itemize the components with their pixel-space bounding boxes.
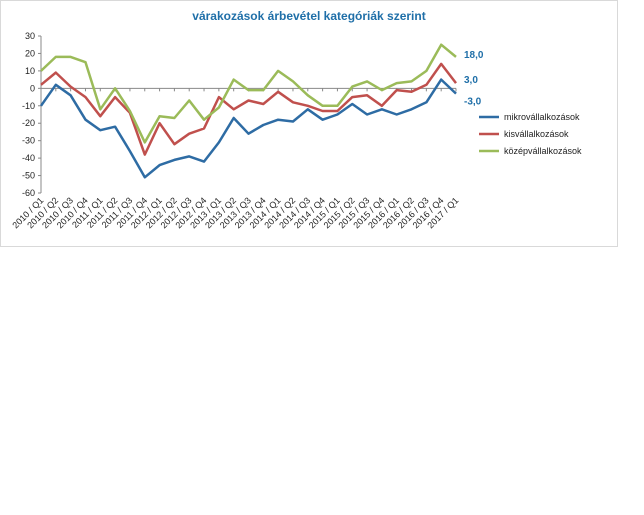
legend-label: kisvállalkozások <box>504 129 569 139</box>
y-tick-label: -50 <box>22 171 35 181</box>
y-tick-label: -20 <box>22 118 35 128</box>
y-tick-label: 20 <box>25 48 35 58</box>
y-tick-label: 10 <box>25 66 35 76</box>
y-tick-label: -60 <box>22 188 35 198</box>
series-lines <box>39 43 457 179</box>
legend-label: mikrovállalkozások <box>504 112 580 122</box>
series-line-3 <box>40 43 457 144</box>
legend-label: középvállalkozások <box>504 146 582 156</box>
legend: mikrovállalkozások kisvállalkozások középv… <box>479 112 582 156</box>
chart-frame: várakozások árbevétel kategóriák szerint… <box>0 0 618 247</box>
end-value-label: 18,0 <box>464 50 484 61</box>
end-value-label: -3,0 <box>464 97 482 108</box>
y-tick-label: 0 <box>30 83 35 93</box>
y-tick-label: -30 <box>22 136 35 146</box>
y-tick-label: 30 <box>25 31 35 41</box>
y-tick-label: -10 <box>22 101 35 111</box>
line-chart: várakozások árbevétel kategóriák szerint… <box>10 9 582 230</box>
series-line-2 <box>40 62 457 156</box>
end-labels: 18,0 3,0 -3,0 <box>464 50 484 108</box>
end-value-label: 3,0 <box>464 75 478 86</box>
series-line-1 <box>39 78 457 179</box>
y-tick-label: -40 <box>22 153 35 163</box>
chart-title: várakozások árbevétel kategóriák szerint <box>192 9 425 23</box>
